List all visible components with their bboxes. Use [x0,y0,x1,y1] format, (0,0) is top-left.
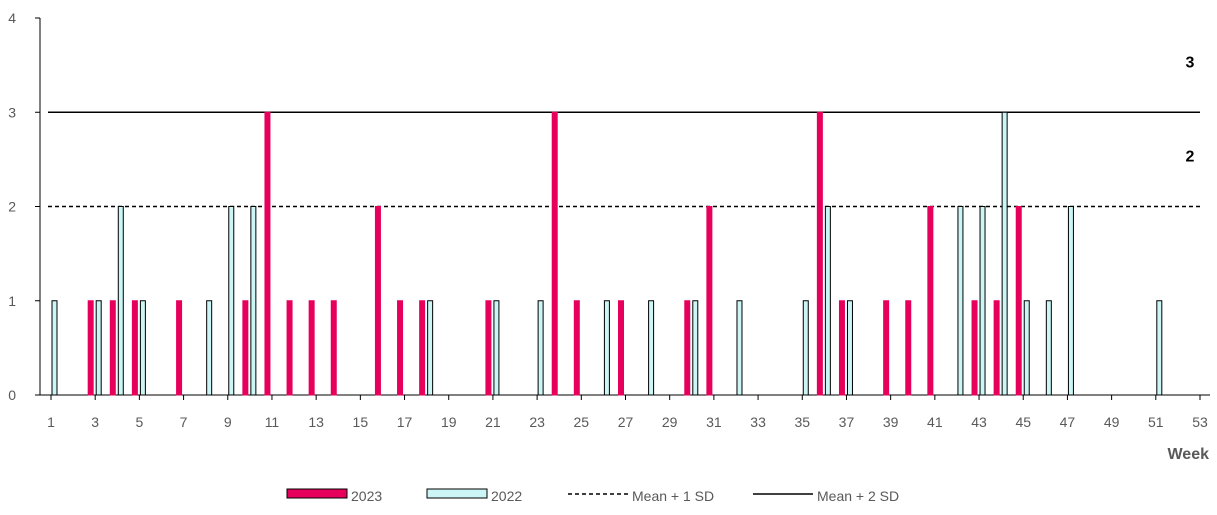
x-tick-label: 21 [485,414,501,430]
x-tick-label: 27 [618,414,634,430]
x-axis-title: Week [1167,446,1209,463]
bar-2022 [427,300,434,396]
bar-2023 [87,300,94,396]
bars [51,111,1163,396]
bar-2023 [883,300,890,396]
bar-2022 [1067,206,1074,396]
bar-2023 [242,300,249,396]
bar-2023 [905,300,912,396]
bar-2022 [824,206,831,396]
x-tick-label: 7 [180,414,188,430]
bar-2022 [139,300,146,396]
bar-2023 [1015,206,1022,396]
x-tick-label: 49 [1104,414,1120,430]
bar-2022 [51,300,58,396]
x-tick-label: 51 [1148,414,1164,430]
bar-2022 [1045,300,1052,396]
bar-2023 [927,206,934,396]
bar-2022 [846,300,853,396]
reference-lines: 23 [48,54,1200,208]
bar-2023 [551,111,558,396]
x-tick-label: 19 [441,414,457,430]
bar-2022 [957,206,964,396]
bar-2022 [1023,300,1030,396]
bar-2022 [95,300,102,396]
bar-2023 [109,300,116,396]
bar-2022 [648,300,655,396]
bar-2022 [250,206,257,396]
y-tick-label: 4 [8,10,16,26]
bar-2022 [736,300,743,396]
x-tick-label: 35 [794,414,810,430]
x-tick-label: 45 [1015,414,1031,430]
bar-2023 [374,206,381,396]
bar-2022 [692,300,699,396]
legend-label: Mean + 1 SD [632,488,714,504]
x-tick-label: 25 [574,414,590,430]
x-tick-label: 1 [47,414,55,430]
bar-2022 [1001,111,1008,396]
x-tick-label: 33 [750,414,766,430]
y-tick-label: 3 [8,104,16,120]
x-tick-label: 23 [529,414,545,430]
legend-label: 2023 [351,488,382,504]
bar-2022 [979,206,986,396]
x-tick-label: 39 [883,414,899,430]
x-tick-label: 13 [308,414,324,430]
x-tick-label: 53 [1192,414,1208,430]
y-axis: 0 1 2 3 4 [8,10,41,403]
x-tick-label: 47 [1060,414,1076,430]
legend-label: Mean + 2 SD [817,488,899,504]
x-tick-label: 31 [706,414,722,430]
bar-2022 [603,300,610,396]
bar-2023 [419,300,426,396]
bar-2022 [537,300,544,396]
bar-2023 [397,300,404,396]
legend-swatch [426,488,488,499]
reference-line-label: 3 [1186,54,1195,71]
x-tick-label: 41 [927,414,943,430]
x-axis: 1 3 5 7 9 11 13 15 17 19 21 23 25 27 29 31 33 35 37 39 41 43 4… [40,394,1210,430]
bar-2023 [131,300,138,396]
x-tick-label: 43 [971,414,987,430]
x-tick-label: 11 [265,414,280,430]
y-tick-label: 0 [8,387,16,403]
bar-2022 [228,206,235,396]
x-tick-label: 17 [397,414,413,430]
bar-2023 [485,300,492,396]
x-tick-label: 3 [91,414,99,430]
x-tick-label: 37 [839,414,855,430]
reference-line-label: 2 [1186,149,1195,166]
bar-2023 [176,300,183,396]
bar-2023 [573,300,580,396]
bar-2023 [971,300,978,396]
bar-2022 [802,300,809,396]
y-tick-label: 2 [8,199,16,215]
bar-2022 [493,300,500,396]
bar-2023 [330,300,337,396]
bar-2023 [264,111,271,396]
y-tick-label: 1 [8,293,16,309]
bar-2023 [706,206,713,396]
bar-2023 [618,300,624,396]
x-tick-label: 5 [135,414,143,430]
x-tick-label: 15 [353,414,369,430]
bar-2023 [838,300,845,396]
bar-2023 [684,300,691,396]
bar-2022 [117,206,124,396]
bar-2022 [206,300,213,396]
bar-2023 [286,300,293,396]
legend: 2023 2022 Mean + 1 SD Mean + 2 SD [286,488,899,504]
x-tick-label: 9 [224,414,232,430]
legend-swatch [286,488,348,499]
bar-2023 [993,300,1000,396]
legend-label: 2022 [491,488,522,504]
bar-2022 [1156,300,1163,396]
bar-2023 [816,111,823,396]
x-tick-label: 29 [662,414,678,430]
bar-2023 [308,300,315,396]
